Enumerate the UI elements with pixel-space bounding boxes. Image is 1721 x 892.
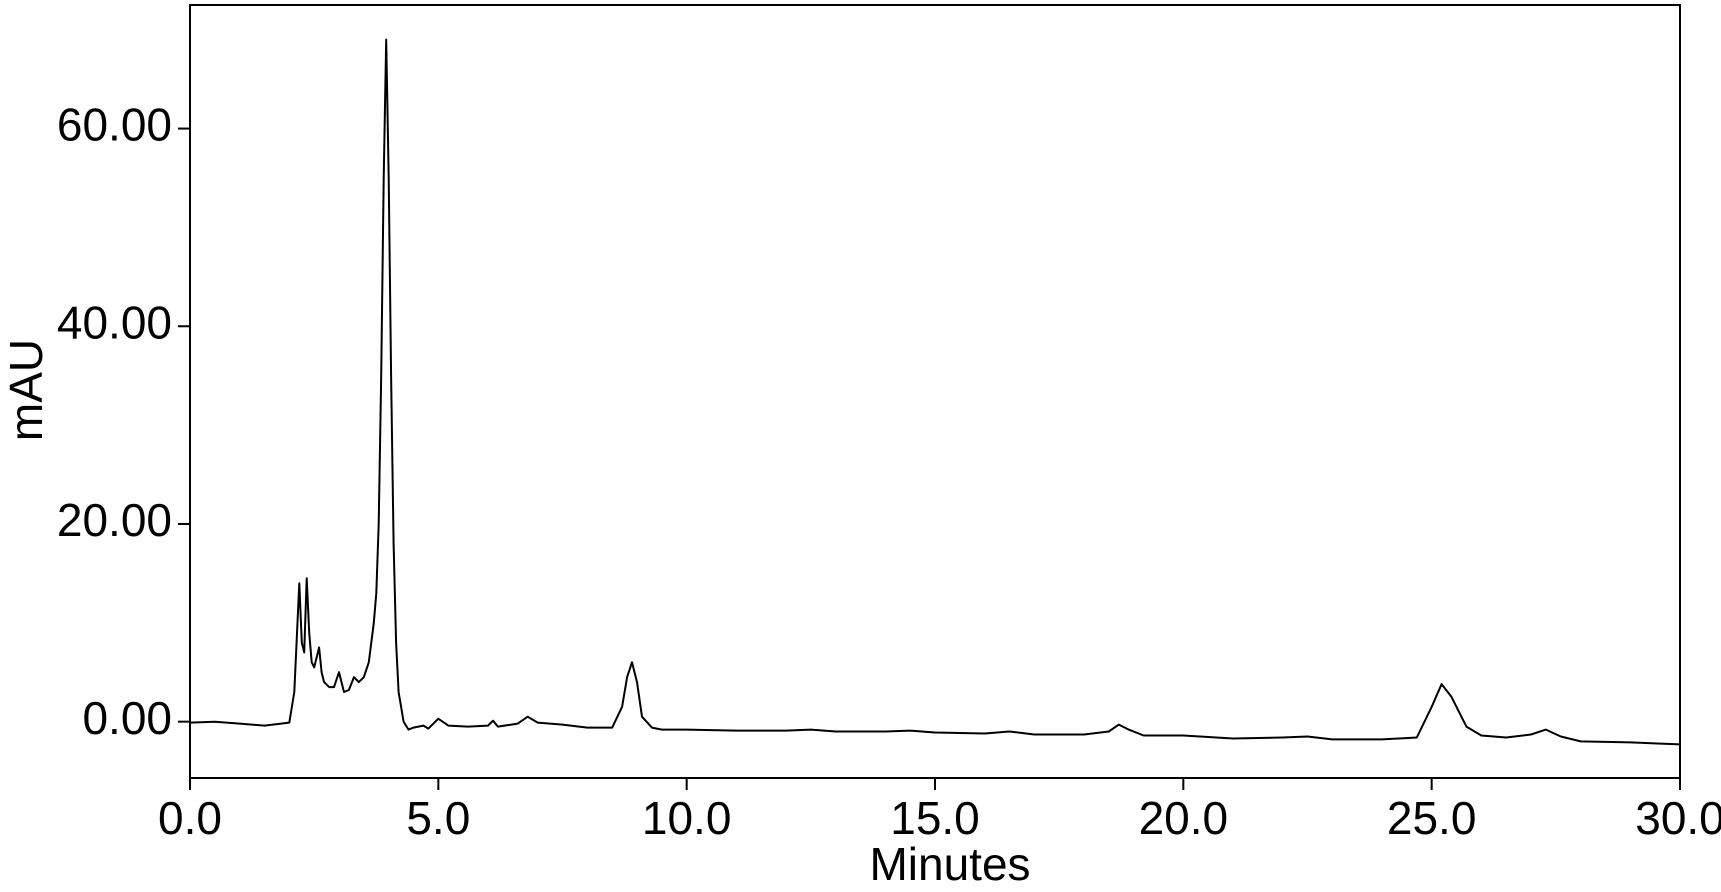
x-tick-label: 20.0 xyxy=(1139,792,1229,844)
y-tick-label: 60.00 xyxy=(57,99,172,151)
chromatogram-line xyxy=(189,38,1681,746)
x-tick-label: 5.0 xyxy=(406,792,470,844)
plot-frame xyxy=(189,4,1681,779)
x-tick-label: 30.0 xyxy=(1635,792,1721,844)
x-axis-label: Minutes xyxy=(869,838,1030,890)
x-tick-label: 10.0 xyxy=(642,792,732,844)
x-tick-label: 15.0 xyxy=(890,792,980,844)
x-tick-label: 0.0 xyxy=(158,792,222,844)
y-tick-label: 20.00 xyxy=(57,494,172,546)
x-tick-label: 25.0 xyxy=(1387,792,1477,844)
y-tick-label: 40.00 xyxy=(57,296,172,348)
y-tick-label: 0.00 xyxy=(82,692,172,744)
y-axis-label: mAU xyxy=(0,339,52,441)
